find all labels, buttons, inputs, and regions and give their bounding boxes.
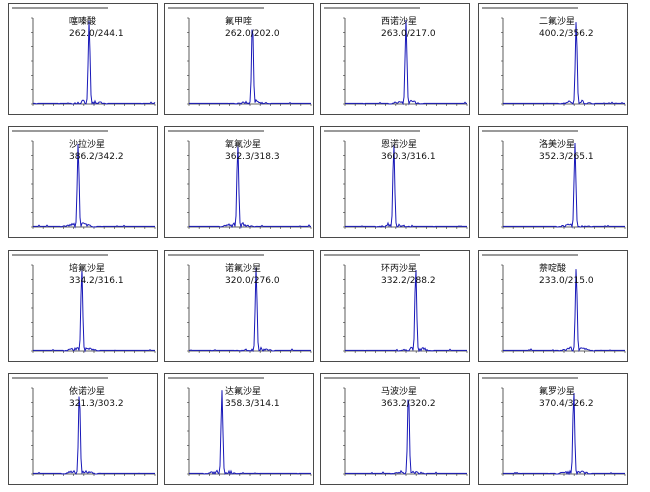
compound-name: 氟甲喹 [225,17,253,27]
chromatogram-panel: 氧氟沙星 362.3/318.3 [164,126,314,238]
chromatogram-trace [503,142,625,229]
mrm-transition: 363.2/320.2 [381,399,436,409]
header-strip [12,130,108,132]
chromatogram-plot [324,130,468,229]
header-strip [324,7,420,9]
header-strip [324,377,420,379]
chromatogram-trace [503,269,625,353]
compound-name: 氟罗沙星 [539,387,576,397]
chromatogram-plot [12,130,156,229]
chromatogram-panel: 培氟沙星 334.2/316.1 [8,250,158,362]
compound-name: 环丙沙星 [381,264,418,274]
header-strip [168,7,264,9]
mrm-transition: 370.4/326.2 [539,399,594,409]
chromatogram-trace [345,399,467,475]
chromatogram-plot [324,377,468,476]
chromatogram-plot [482,377,626,476]
chromatogram-trace [189,390,311,476]
chromatogram-panel: 西诺沙星 263.0/217.0 [320,3,470,115]
compound-name: 马波沙星 [381,387,418,397]
header-strip [168,377,264,379]
chromatogram-panel: 马波沙星 363.2/320.2 [320,373,470,485]
compound-name: 沙拉沙星 [69,140,106,150]
compound-name: 培氟沙星 [69,264,106,274]
chromatogram-panel: 二氟沙星 400.2/356.2 [478,3,628,115]
chromatogram-trace [189,267,311,353]
compound-name: 萘啶酸 [539,264,567,274]
compound-name: 噻嗪酸 [69,17,97,27]
chromatogram-panel: 依诺沙星 321.3/303.2 [8,373,158,485]
compound-name: 恩诺沙星 [381,140,418,150]
header-strip [324,254,420,256]
mrm-transition: 233.0/215.0 [539,276,594,286]
compound-name: 诺氟沙星 [225,264,262,274]
header-strip [324,130,420,132]
mrm-transition: 320.0/276.0 [225,276,280,286]
mrm-transition: 400.2/356.2 [539,29,594,39]
chromatogram-panel: 达氟沙星 358.3/314.1 [164,373,314,485]
chromatogram-plot [482,254,626,353]
header-strip [12,7,108,9]
chromatogram-trace [33,269,155,353]
compound-name: 西诺沙星 [381,17,418,27]
chromatogram-trace [503,392,625,476]
chromatogram-panel: 沙拉沙星 386.2/342.2 [8,126,158,238]
chromatogram-trace [345,145,467,228]
chromatogram-plot [324,254,468,353]
chromatogram-plot [324,7,468,106]
compound-name: 二氟沙星 [539,17,576,27]
header-strip [482,7,578,9]
compound-name: 依诺沙星 [69,387,106,397]
chromatogram-plot [168,254,312,353]
header-strip [482,254,578,256]
chromatogram-trace [189,145,311,229]
chromatogram-panel: 氟罗沙星 370.4/326.2 [478,373,628,485]
chromatogram-trace [33,20,156,105]
chromatogram-panel: 氟甲喹 262.0/202.0 [164,3,314,115]
mrm-transition: 334.2/316.1 [69,276,124,286]
chromatogram-panel: 萘啶酸 233.0/215.0 [478,250,628,362]
chromatogram-trace [345,19,467,106]
mrm-transition: 362.3/318.3 [225,152,280,162]
chromatogram-plot [482,7,626,106]
chromatogram-trace [33,143,155,229]
mrm-transition: 358.3/314.1 [225,399,280,409]
header-strip [482,377,578,379]
header-strip [12,254,108,256]
chromatogram-plot [12,254,156,353]
mrm-transition: 321.3/303.2 [69,399,124,409]
header-strip [12,377,108,379]
chromatogram-panel: 恩诺沙星 360.3/316.1 [320,126,470,238]
header-strip [168,130,264,132]
chromatogram-plot [168,7,312,106]
chromatogram-plot [168,130,312,229]
chromatogram-plot [482,130,626,229]
chromatogram-trace [345,269,467,353]
mrm-transition: 262.0/244.1 [69,29,124,39]
chromatogram-panel: 洛美沙星 352.3/265.1 [478,126,628,238]
compound-name: 洛美沙星 [539,140,576,150]
chromatogram-panel: 噻嗪酸 262.0/244.1 [8,3,158,115]
mrm-transition: 386.2/342.2 [69,152,124,162]
chromatogram-plot [168,377,312,476]
chromatogram-trace [33,396,155,475]
compound-name: 氧氟沙星 [225,140,262,150]
mrm-transition: 262.0/202.0 [225,29,280,39]
chromatogram-plot [12,7,156,106]
chromatogram-plot [12,377,156,476]
chromatogram-trace [189,29,311,105]
header-strip [482,130,578,132]
mrm-transition: 352.3/265.1 [539,152,594,162]
chromatogram-panel: 环丙沙星 332.2/288.2 [320,250,470,362]
compound-name: 达氟沙星 [225,387,262,397]
mrm-transition: 263.0/217.0 [381,29,436,39]
mrm-transition: 360.3/316.1 [381,152,436,162]
chromatogram-panel: 诺氟沙星 320.0/276.0 [164,250,314,362]
mrm-transition: 332.2/288.2 [381,276,436,286]
chromatogram-trace [503,22,625,105]
header-strip [168,254,264,256]
